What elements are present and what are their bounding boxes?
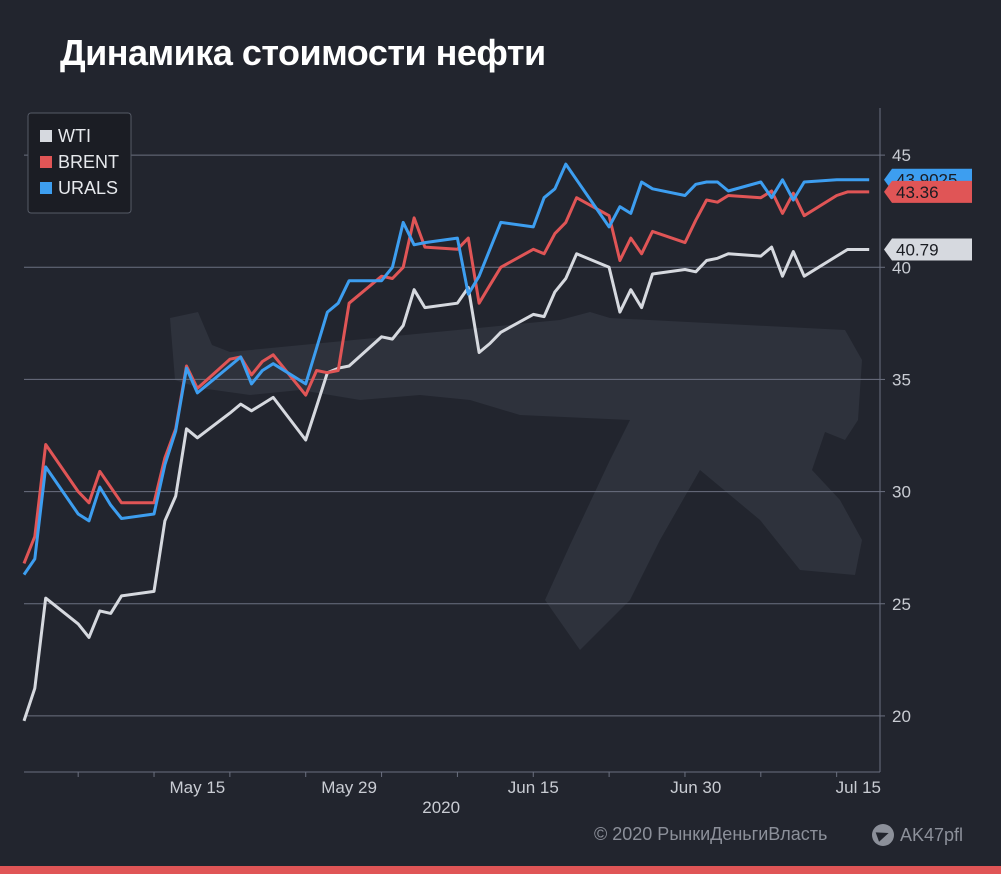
telegram-channel[interactable]: AK47pfl xyxy=(872,824,963,846)
last-value-tag-bg xyxy=(884,180,972,203)
x-tick-label: May 29 xyxy=(321,778,377,797)
rifle-watermark-icon xyxy=(170,312,862,650)
legend-label-brent: BRENT xyxy=(58,152,119,172)
series-line-wti xyxy=(22,245,870,722)
legend: WTI BRENT URALS xyxy=(27,112,132,214)
copyright-text: © 2020 РынкиДеньгиВласть xyxy=(594,824,828,844)
y-tick-label: 35 xyxy=(892,370,911,389)
legend-label-wti: WTI xyxy=(58,126,91,146)
series-line-brent xyxy=(22,189,870,564)
last-value-tag-bg xyxy=(884,238,972,261)
y-tick-label: 20 xyxy=(892,707,911,726)
legend-swatch-brent xyxy=(40,156,52,168)
y-tick-label: 30 xyxy=(892,483,911,502)
legend-label-urals: URALS xyxy=(58,178,118,198)
x-axis-label: 2020 xyxy=(422,798,460,817)
legend-swatch-urals xyxy=(40,182,52,194)
last-value-tag-text: 40.79 xyxy=(896,241,939,260)
telegram-handle: AK47pfl xyxy=(900,824,964,845)
x-tick-label: Jun 30 xyxy=(670,778,721,797)
y-tick-label: 40 xyxy=(892,258,911,277)
page-title: Динамика стоимости нефти xyxy=(60,32,546,73)
y-tick-label: 45 xyxy=(892,146,911,165)
last-value-tag-brent: 43.36 xyxy=(884,180,972,203)
y-tick-label: 25 xyxy=(892,595,911,614)
series-line-urals xyxy=(22,162,870,576)
x-tick-label: Jul 15 xyxy=(836,778,881,797)
bottom-accent-bar xyxy=(0,866,1001,874)
x-tick-label: Jun 15 xyxy=(508,778,559,797)
telegram-icon xyxy=(872,824,894,846)
last-value-tag-wti: 40.79 xyxy=(884,238,972,261)
x-tick-label: May 15 xyxy=(169,778,225,797)
legend-box xyxy=(27,112,132,214)
last-value-tag-text: 43.36 xyxy=(896,183,939,202)
legend-swatch-wti xyxy=(40,130,52,142)
